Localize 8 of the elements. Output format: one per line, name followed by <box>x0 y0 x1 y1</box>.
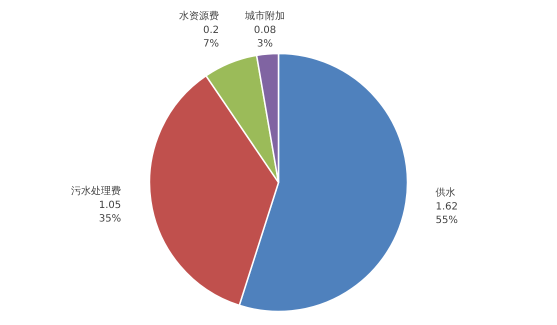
slice-label: 城市附加 <box>244 10 285 22</box>
data-label: 1.62 55% <box>436 201 458 226</box>
slice-label: 供水 <box>436 186 456 199</box>
data-label: 0.2 7% <box>203 24 220 50</box>
slice-label: 污水处理费 <box>71 185 122 198</box>
data-label: 1.05 35% <box>98 200 122 225</box>
data-label: 0.08 3% <box>254 24 276 50</box>
slice-label: 水资源费 <box>179 10 220 22</box>
